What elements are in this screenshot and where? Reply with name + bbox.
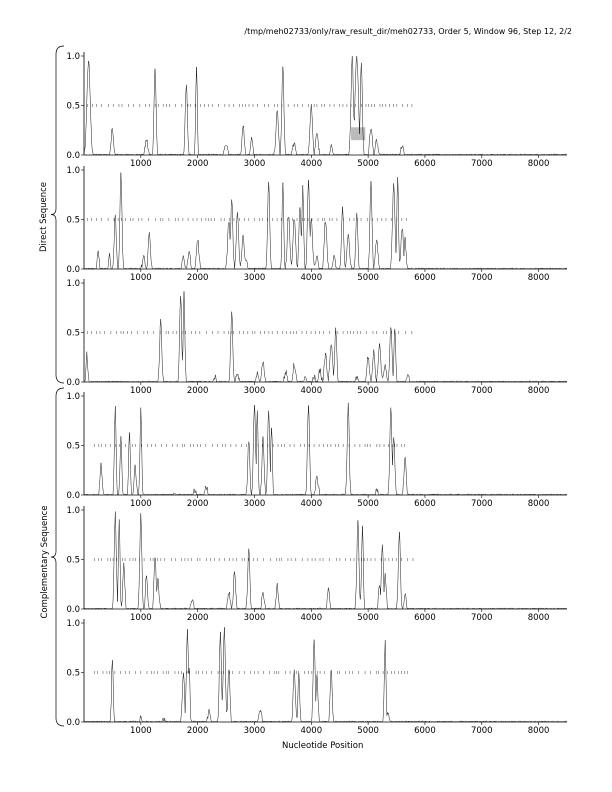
x-tick-label: 7000 bbox=[471, 726, 493, 736]
y-tick-label: 0.0 bbox=[66, 378, 80, 388]
series-line bbox=[84, 511, 568, 610]
panel-complementary-3: 0.0 0.5 1.0 1000 2000 3000 4000 5000 6000 7000 800… bbox=[66, 619, 568, 736]
x-tick-label: 4000 bbox=[300, 499, 322, 509]
x-tick-label: 2000 bbox=[187, 159, 209, 169]
x-tick-label: 4000 bbox=[300, 273, 322, 283]
y-tick-label: 0.5 bbox=[66, 102, 80, 112]
series-line bbox=[84, 291, 567, 383]
x-tick-label: 3000 bbox=[244, 499, 266, 509]
x-tick-label: 8000 bbox=[528, 499, 550, 509]
y-tick-label: 1.0 bbox=[66, 279, 80, 289]
x-tick-label: 6000 bbox=[414, 613, 436, 623]
y-tick-label: 1.0 bbox=[66, 506, 80, 516]
x-tick-label: 7000 bbox=[471, 159, 493, 169]
series-line bbox=[83, 402, 568, 496]
x-tick-label: 1000 bbox=[130, 386, 152, 396]
x-tick-label: 2000 bbox=[187, 726, 209, 736]
x-tick-label: 8000 bbox=[528, 386, 550, 396]
panel-direct-1: 0.0 0.5 1.0 1000 2000 3000 4000 5000 6000 7000 800… bbox=[66, 52, 568, 169]
x-tick-label: 6000 bbox=[414, 386, 436, 396]
x-tick-label: 7000 bbox=[471, 386, 493, 396]
y-tick-label: 0.0 bbox=[66, 491, 80, 501]
x-tick-label: 2000 bbox=[187, 499, 209, 509]
y-tick-label: 0.5 bbox=[66, 329, 80, 339]
x-tick-label: 2000 bbox=[187, 386, 209, 396]
x-tick-label: 3000 bbox=[244, 726, 266, 736]
series-line bbox=[83, 172, 568, 270]
panel-direct-2: 0.0 0.5 1.0 1000 2000 3000 4000 5000 6000 7000 800… bbox=[66, 166, 568, 283]
x-tick-label: 8000 bbox=[528, 273, 550, 283]
x-tick-label: 5000 bbox=[357, 613, 379, 623]
panel-direct-3: 0.0 0.5 1.0 1000 2000 3000 4000 5000 6000 7000 800… bbox=[66, 279, 567, 396]
x-tick-label: 4000 bbox=[300, 159, 322, 169]
x-tick-label: 2000 bbox=[187, 613, 209, 623]
x-tick-label: 2000 bbox=[187, 273, 209, 283]
x-tick-label: 7000 bbox=[471, 613, 493, 623]
y-tick-label: 0.0 bbox=[66, 265, 80, 275]
series-line bbox=[83, 55, 568, 156]
direct-brace bbox=[50, 45, 65, 384]
complementary-brace bbox=[50, 387, 65, 727]
x-tick-label: 1000 bbox=[130, 499, 152, 509]
x-tick-label: 3000 bbox=[244, 273, 266, 283]
panel-complementary-2: 0.0 0.5 1.0 1000 2000 3000 4000 5000 6000 7000 800… bbox=[66, 506, 568, 623]
x-tick-label: 8000 bbox=[528, 726, 550, 736]
x-tick-label: 6000 bbox=[414, 273, 436, 283]
y-tick-label: 1.0 bbox=[66, 392, 80, 402]
x-tick-label: 3000 bbox=[244, 159, 266, 169]
x-tick-label: 4000 bbox=[300, 613, 322, 623]
x-tick-label: 5000 bbox=[357, 726, 379, 736]
x-tick-label: 6000 bbox=[414, 159, 436, 169]
figure-header: /tmp/meh02733/only/raw_result_dir/meh027… bbox=[244, 27, 572, 36]
y-tick-label: 0.0 bbox=[66, 605, 80, 615]
x-tick-label: 1000 bbox=[130, 613, 152, 623]
x-tick-label: 5000 bbox=[357, 159, 379, 169]
x-tick-label: 6000 bbox=[414, 499, 436, 509]
complementary-sequence-label: Complementary Sequence bbox=[40, 505, 50, 619]
y-tick-label: 0.5 bbox=[66, 669, 80, 679]
y-tick-label: 1.0 bbox=[66, 166, 80, 176]
x-tick-label: 8000 bbox=[528, 159, 550, 169]
x-axis-label: Nucleotide Position bbox=[282, 741, 364, 751]
x-tick-label: 1000 bbox=[130, 273, 152, 283]
y-tick-label: 1.0 bbox=[66, 52, 80, 62]
y-tick-label: 0.0 bbox=[66, 151, 80, 161]
y-tick-label: 1.0 bbox=[66, 619, 80, 629]
y-tick-label: 0.5 bbox=[66, 556, 80, 566]
x-tick-label: 3000 bbox=[244, 386, 266, 396]
x-tick-label: 6000 bbox=[414, 726, 436, 736]
x-tick-label: 7000 bbox=[471, 499, 493, 509]
direct-sequence-label: Direct Sequence bbox=[39, 181, 49, 253]
x-tick-label: 4000 bbox=[300, 386, 322, 396]
x-tick-label: 1000 bbox=[130, 726, 152, 736]
x-tick-label: 8000 bbox=[528, 613, 550, 623]
x-tick-label: 1000 bbox=[130, 159, 152, 169]
x-tick-label: 7000 bbox=[471, 273, 493, 283]
x-tick-label: 5000 bbox=[357, 273, 379, 283]
series-line bbox=[83, 627, 568, 723]
x-tick-label: 5000 bbox=[357, 386, 379, 396]
x-tick-label: 3000 bbox=[244, 613, 266, 623]
y-tick-label: 0.5 bbox=[66, 442, 80, 452]
y-tick-label: 0.0 bbox=[66, 718, 80, 728]
y-tick-label: 0.5 bbox=[66, 216, 80, 226]
highlight-box bbox=[351, 127, 366, 141]
x-tick-label: 5000 bbox=[357, 499, 379, 509]
x-tick-label: 4000 bbox=[300, 726, 322, 736]
panel-complementary-1: 0.0 0.5 1.0 1000 2000 3000 4000 5000 6000 7000 800… bbox=[66, 392, 568, 509]
